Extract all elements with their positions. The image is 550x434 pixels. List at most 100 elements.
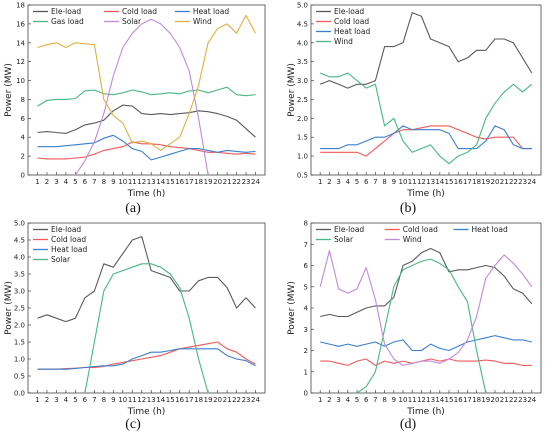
y-tick-label: 4 xyxy=(304,305,309,313)
x-tick-label: 7 xyxy=(373,396,377,404)
x-tick-label: 3 xyxy=(336,178,340,186)
x-tick-label: 19 xyxy=(481,178,490,186)
x-axis-label: Time (h) xyxy=(127,189,166,199)
x-tick-label: 12 xyxy=(137,396,146,404)
x-tick-label: 10 xyxy=(118,178,127,186)
x-tick-label: 22 xyxy=(509,178,518,186)
y-tick-label: 7 xyxy=(304,241,308,249)
x-tick-label: 23 xyxy=(242,178,251,186)
x-tick-label: 20 xyxy=(491,178,500,186)
y-tick-label: 3 xyxy=(304,326,308,334)
y-tick-label: 2.0 xyxy=(297,115,308,123)
x-tick-label: 10 xyxy=(118,396,127,404)
legend-label: Heat load xyxy=(51,245,87,254)
plot-frame xyxy=(310,222,542,394)
legend-label: Solar xyxy=(122,17,142,26)
x-tick-label: 16 xyxy=(454,178,463,186)
x-tick-label: 3 xyxy=(54,178,58,186)
series-line-solar xyxy=(74,18,209,176)
x-tick-label: 23 xyxy=(242,396,251,404)
x-tick-label: 24 xyxy=(527,178,536,186)
y-tick-label: 1.0 xyxy=(297,153,308,161)
x-tick-label: 6 xyxy=(364,396,369,404)
series-line-ele-load xyxy=(320,247,533,318)
y-tick-label: 18 xyxy=(16,2,25,10)
y-tick-label: 3.0 xyxy=(297,77,308,85)
y-tick-label: 2 xyxy=(21,153,25,161)
x-axis-label: Time (h) xyxy=(127,407,166,417)
y-tick-label: 1.5 xyxy=(297,134,308,142)
x-axis-label: Time (h) xyxy=(406,189,445,199)
x-tick-label: 7 xyxy=(92,178,96,186)
series-line-heat-load xyxy=(37,134,256,161)
x-tick-label: 22 xyxy=(232,396,241,404)
x-tick-label: 9 xyxy=(111,396,115,404)
series-line-wind xyxy=(319,250,533,366)
x-tick-label: 14 xyxy=(435,178,444,186)
x-tick-label: 19 xyxy=(481,396,490,404)
x-tick-label: 24 xyxy=(527,396,536,404)
panel-label-3: (c) xyxy=(125,417,141,432)
series-line-solar xyxy=(84,263,209,394)
y-tick-label: 12 xyxy=(16,58,25,66)
y-tick-label: 10 xyxy=(16,77,25,85)
x-tick-label: 20 xyxy=(213,396,222,404)
x-tick-label: 4 xyxy=(346,178,351,186)
y-axis-label: Power (MW) xyxy=(4,281,14,335)
chart-panel-2: 0.51.01.52.02.53.03.54.04.55.01 2 3 4 5 6 7 8 9 1… xyxy=(287,2,542,199)
x-tick-label: 17 xyxy=(185,396,194,404)
y-axis-label: Power (MW) xyxy=(287,281,297,335)
series-line-ele-load xyxy=(319,12,533,89)
x-tick-label: 13 xyxy=(426,396,435,404)
y-axis-label: Power (MW) xyxy=(287,63,297,117)
x-tick-label: 11 xyxy=(408,178,417,186)
x-tick-label: 9 xyxy=(392,396,396,404)
x-tick-label: 7 xyxy=(92,396,96,404)
x-tick-label: 21 xyxy=(223,396,232,404)
x-tick-label: 12 xyxy=(137,178,146,186)
x-tick-label: 3 xyxy=(336,396,340,404)
x-tick-label: 13 xyxy=(147,396,156,404)
x-axis-label: Time (h) xyxy=(406,407,445,417)
x-tick-label: 6 xyxy=(83,178,88,186)
legend-label: Heat load xyxy=(472,225,508,234)
legend-label: Cold load xyxy=(334,17,369,26)
x-tick-label: 22 xyxy=(232,178,241,186)
x-tick-label: 8 xyxy=(102,178,106,186)
x-tick-label: 15 xyxy=(445,396,454,404)
legend-label: Gas load xyxy=(51,17,84,26)
x-tick-label: 18 xyxy=(472,178,481,186)
y-tick-label: 5 xyxy=(304,283,308,291)
x-tick-label: 21 xyxy=(500,396,509,404)
legend-label: Heat load xyxy=(193,7,229,16)
x-tick-label: 6 xyxy=(83,396,88,404)
y-tick-label: 5.0 xyxy=(297,2,308,10)
x-tick-label: 20 xyxy=(213,178,222,186)
legend-label: Wind xyxy=(403,235,422,244)
series-line-heat-load xyxy=(320,125,532,150)
x-tick-label: 18 xyxy=(472,396,481,404)
y-tick-label: 0 xyxy=(304,390,308,398)
y-tick-label: 6 xyxy=(304,262,309,270)
x-tick-label: 3 xyxy=(54,396,58,404)
series-line-heat-load xyxy=(37,348,256,370)
x-tick-label: 15 xyxy=(166,178,175,186)
x-tick-label: 9 xyxy=(392,178,396,186)
y-tick-label: 0 xyxy=(21,172,25,180)
series-line-wind xyxy=(37,14,256,151)
series-line-ele-load xyxy=(37,104,256,138)
x-tick-label: 11 xyxy=(128,178,137,186)
x-tick-label: 18 xyxy=(194,178,203,186)
x-tick-label: 1 xyxy=(318,396,322,404)
series-line-solar xyxy=(356,258,487,394)
legend-label: Wind xyxy=(334,37,353,46)
legend-label: Ele-load xyxy=(334,7,364,16)
y-tick-label: 1.0 xyxy=(14,356,25,364)
y-tick-label: 14 xyxy=(16,39,25,47)
legend-label: Solar xyxy=(334,235,354,244)
chart-panel-3: 0.00.51.01.52.02.53.03.54.04.55.01 2 3 4 5 6 7… xyxy=(4,220,266,417)
y-tick-label: 1 xyxy=(304,368,308,376)
